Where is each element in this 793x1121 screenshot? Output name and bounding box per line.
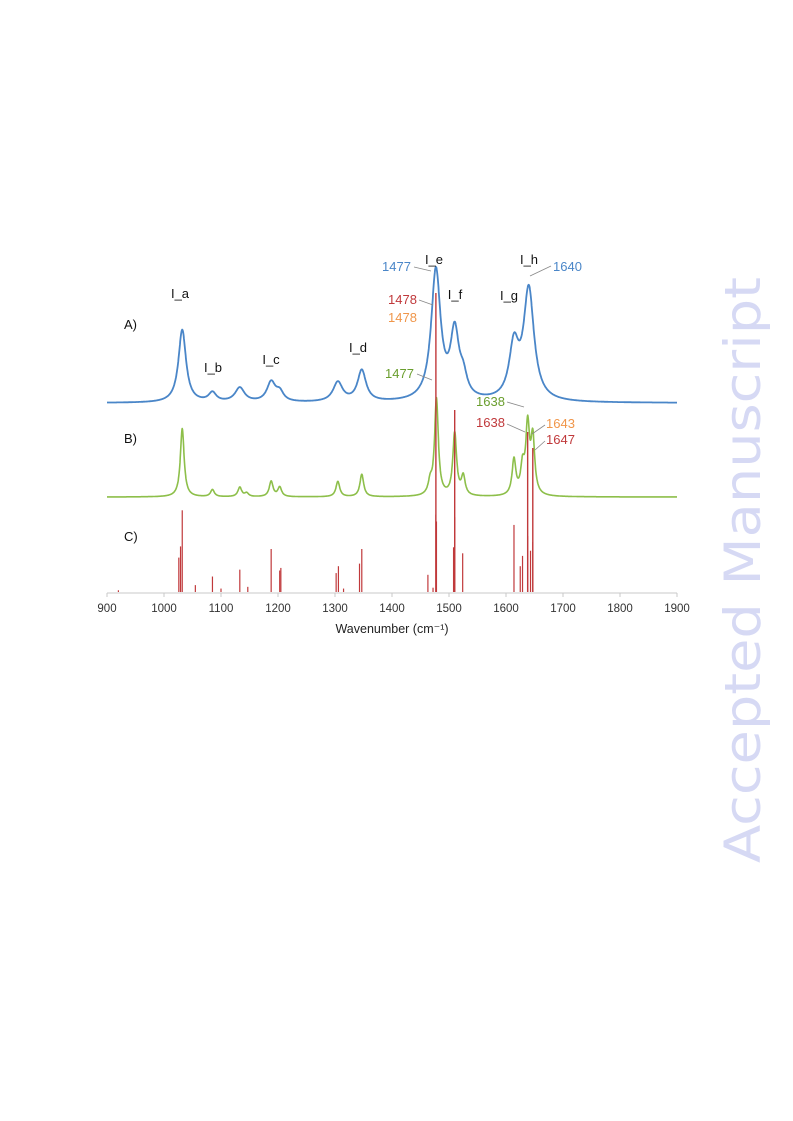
- band-label-b: I_b: [204, 360, 222, 375]
- x-tick-label: 1400: [379, 603, 405, 615]
- annotation-c-1478: 1478: [388, 292, 417, 307]
- panel-label-b: B): [124, 431, 137, 446]
- panel-a-spectrum: [106, 266, 678, 404]
- annotation-b-1638: 1638: [476, 394, 505, 409]
- leader-a-1640: [529, 265, 552, 277]
- x-tick-label: 1800: [607, 603, 633, 615]
- annotation-orange-1643: 1643: [546, 416, 575, 431]
- band-label-g: I_g: [500, 288, 518, 303]
- panel-c-sticks: [117, 293, 534, 592]
- watermark-text: Accepted Manuscript: [714, 277, 770, 863]
- x-tick-label: 1100: [209, 603, 234, 615]
- annotation-orange-1478: 1478: [388, 310, 417, 325]
- annotation-b-1477: 1477: [385, 366, 414, 381]
- panel-label-a: A): [124, 317, 137, 332]
- x-tick-label: 900: [97, 603, 116, 615]
- band-label-c: I_c: [262, 352, 280, 367]
- annotation-c-1638: 1638: [476, 415, 505, 430]
- band-label-e: I_e: [425, 252, 443, 267]
- x-axis-title: Wavenumber (cm⁻¹): [335, 622, 448, 636]
- leader-c-1638: [506, 423, 526, 433]
- accepted-manuscript-watermark: Accepted Manuscript: [714, 277, 770, 863]
- x-tick-label: 1600: [493, 603, 519, 615]
- annotation-a-1640: 1640: [553, 259, 582, 274]
- band-label-a: I_a: [171, 286, 190, 301]
- x-tick-label: 1300: [322, 603, 348, 615]
- band-label-h: I_h: [520, 252, 538, 267]
- leader-b-1638: [506, 401, 525, 408]
- x-axis-ticks: 900 1000 1100 1200 1300 1400 1500 1600 1700 1800 1…: [97, 593, 690, 615]
- annotation-a-1477: 1477: [382, 259, 411, 274]
- x-tick-label: 1000: [151, 603, 177, 615]
- leader-c-1478: [418, 299, 434, 306]
- band-label-f: I_f: [448, 287, 463, 302]
- annotation-c-1647: 1647: [546, 432, 575, 447]
- x-tick-label: 1700: [550, 603, 576, 615]
- x-tick-label: 1200: [265, 603, 291, 615]
- x-tick-label: 1900: [664, 603, 690, 615]
- leader-b-1477: [416, 373, 433, 381]
- spectrum-curve-b: [106, 396, 678, 498]
- panel-b-spectrum: [106, 396, 678, 498]
- band-label-d: I_d: [349, 340, 367, 355]
- x-tick-label: 1500: [436, 603, 462, 615]
- leader-orange-1643: [531, 424, 546, 435]
- leader-a-1477: [413, 266, 432, 272]
- leader-c-1647: [534, 440, 546, 451]
- spectrum-curve-a: [106, 266, 678, 404]
- panel-label-c: C): [124, 529, 138, 544]
